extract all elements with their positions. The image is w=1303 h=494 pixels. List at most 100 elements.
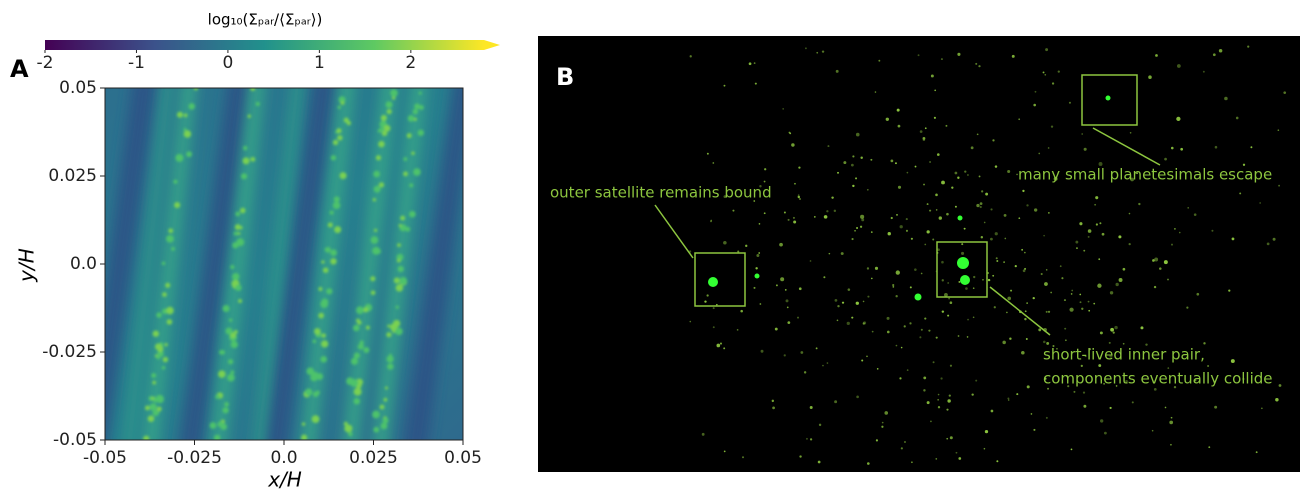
particle [823, 215, 828, 219]
clump [356, 318, 360, 323]
particle [896, 213, 898, 216]
particle [1145, 343, 1148, 346]
clump [340, 100, 345, 105]
clump [234, 224, 241, 231]
particle [940, 377, 943, 380]
particle [993, 306, 996, 309]
clump [365, 325, 370, 330]
particle [892, 285, 895, 288]
particle [1057, 70, 1060, 73]
clump [329, 210, 334, 215]
particle [933, 116, 936, 119]
particle [941, 180, 945, 185]
particle [1155, 54, 1158, 57]
particle [972, 316, 975, 319]
clump [222, 407, 229, 414]
clump [357, 343, 364, 350]
particle [1099, 222, 1102, 225]
clump [338, 96, 346, 104]
particle [1087, 300, 1090, 303]
particle [920, 272, 923, 275]
particles [689, 45, 1287, 465]
clump [387, 363, 394, 370]
particle [852, 184, 855, 188]
particle [906, 369, 909, 371]
particle [712, 326, 715, 329]
particle [792, 216, 795, 219]
particle [852, 155, 855, 158]
particle [1042, 71, 1045, 74]
highlight-box [936, 241, 988, 298]
particle [929, 209, 932, 212]
colorbar-tick-label: 2 [405, 53, 416, 73]
particle [917, 54, 920, 57]
particle [1088, 309, 1091, 312]
leader-line [1092, 127, 1161, 166]
particle [1004, 237, 1007, 240]
particle [1109, 354, 1113, 358]
particle [1164, 406, 1167, 409]
particle [967, 174, 969, 176]
particle [1108, 341, 1111, 344]
particle [919, 130, 923, 133]
shade [264, 88, 336, 440]
particle [1052, 345, 1055, 348]
particle [1194, 379, 1197, 382]
particle [763, 212, 766, 215]
clump [247, 114, 252, 118]
particle [782, 108, 785, 110]
particle [745, 244, 748, 248]
particle [1203, 342, 1206, 345]
particle [1016, 393, 1019, 396]
particle [1050, 125, 1054, 128]
particle [961, 243, 964, 246]
clump [418, 91, 422, 95]
clump [314, 328, 321, 335]
particle [964, 170, 967, 173]
particle [881, 425, 884, 428]
particle [949, 364, 953, 367]
particle [1097, 283, 1102, 288]
particle [1239, 192, 1242, 195]
particle [716, 343, 721, 348]
particle [1063, 299, 1066, 302]
panel-b: B outer satellite remains bound many sma… [538, 36, 1300, 472]
clump [383, 397, 388, 402]
particle [938, 216, 942, 220]
clump [318, 312, 325, 319]
particle [976, 203, 980, 208]
particle [1045, 48, 1049, 52]
particle [1044, 73, 1047, 76]
clump [372, 410, 380, 419]
clump [235, 211, 241, 217]
clump [373, 426, 380, 433]
particle [957, 52, 961, 56]
particle [862, 322, 865, 325]
particle [834, 400, 838, 404]
particle [1170, 443, 1172, 446]
particle [1122, 342, 1125, 345]
clump [339, 172, 347, 180]
particle [995, 257, 998, 260]
clump [305, 388, 313, 396]
particle [1178, 231, 1181, 234]
particle [897, 185, 902, 189]
particle [753, 200, 756, 202]
particle [1070, 293, 1073, 295]
clump [217, 421, 224, 428]
particle [1046, 341, 1050, 345]
particle [758, 223, 761, 225]
particle [866, 462, 870, 465]
clump [332, 139, 339, 146]
clump [183, 113, 188, 118]
clump [301, 422, 306, 426]
clump [399, 277, 407, 285]
particle [1073, 390, 1076, 393]
particle [1129, 131, 1132, 134]
clump [193, 88, 199, 91]
clump [330, 258, 337, 265]
particle [756, 254, 760, 257]
clump [230, 265, 235, 270]
particle [874, 266, 879, 270]
particle [850, 163, 854, 167]
